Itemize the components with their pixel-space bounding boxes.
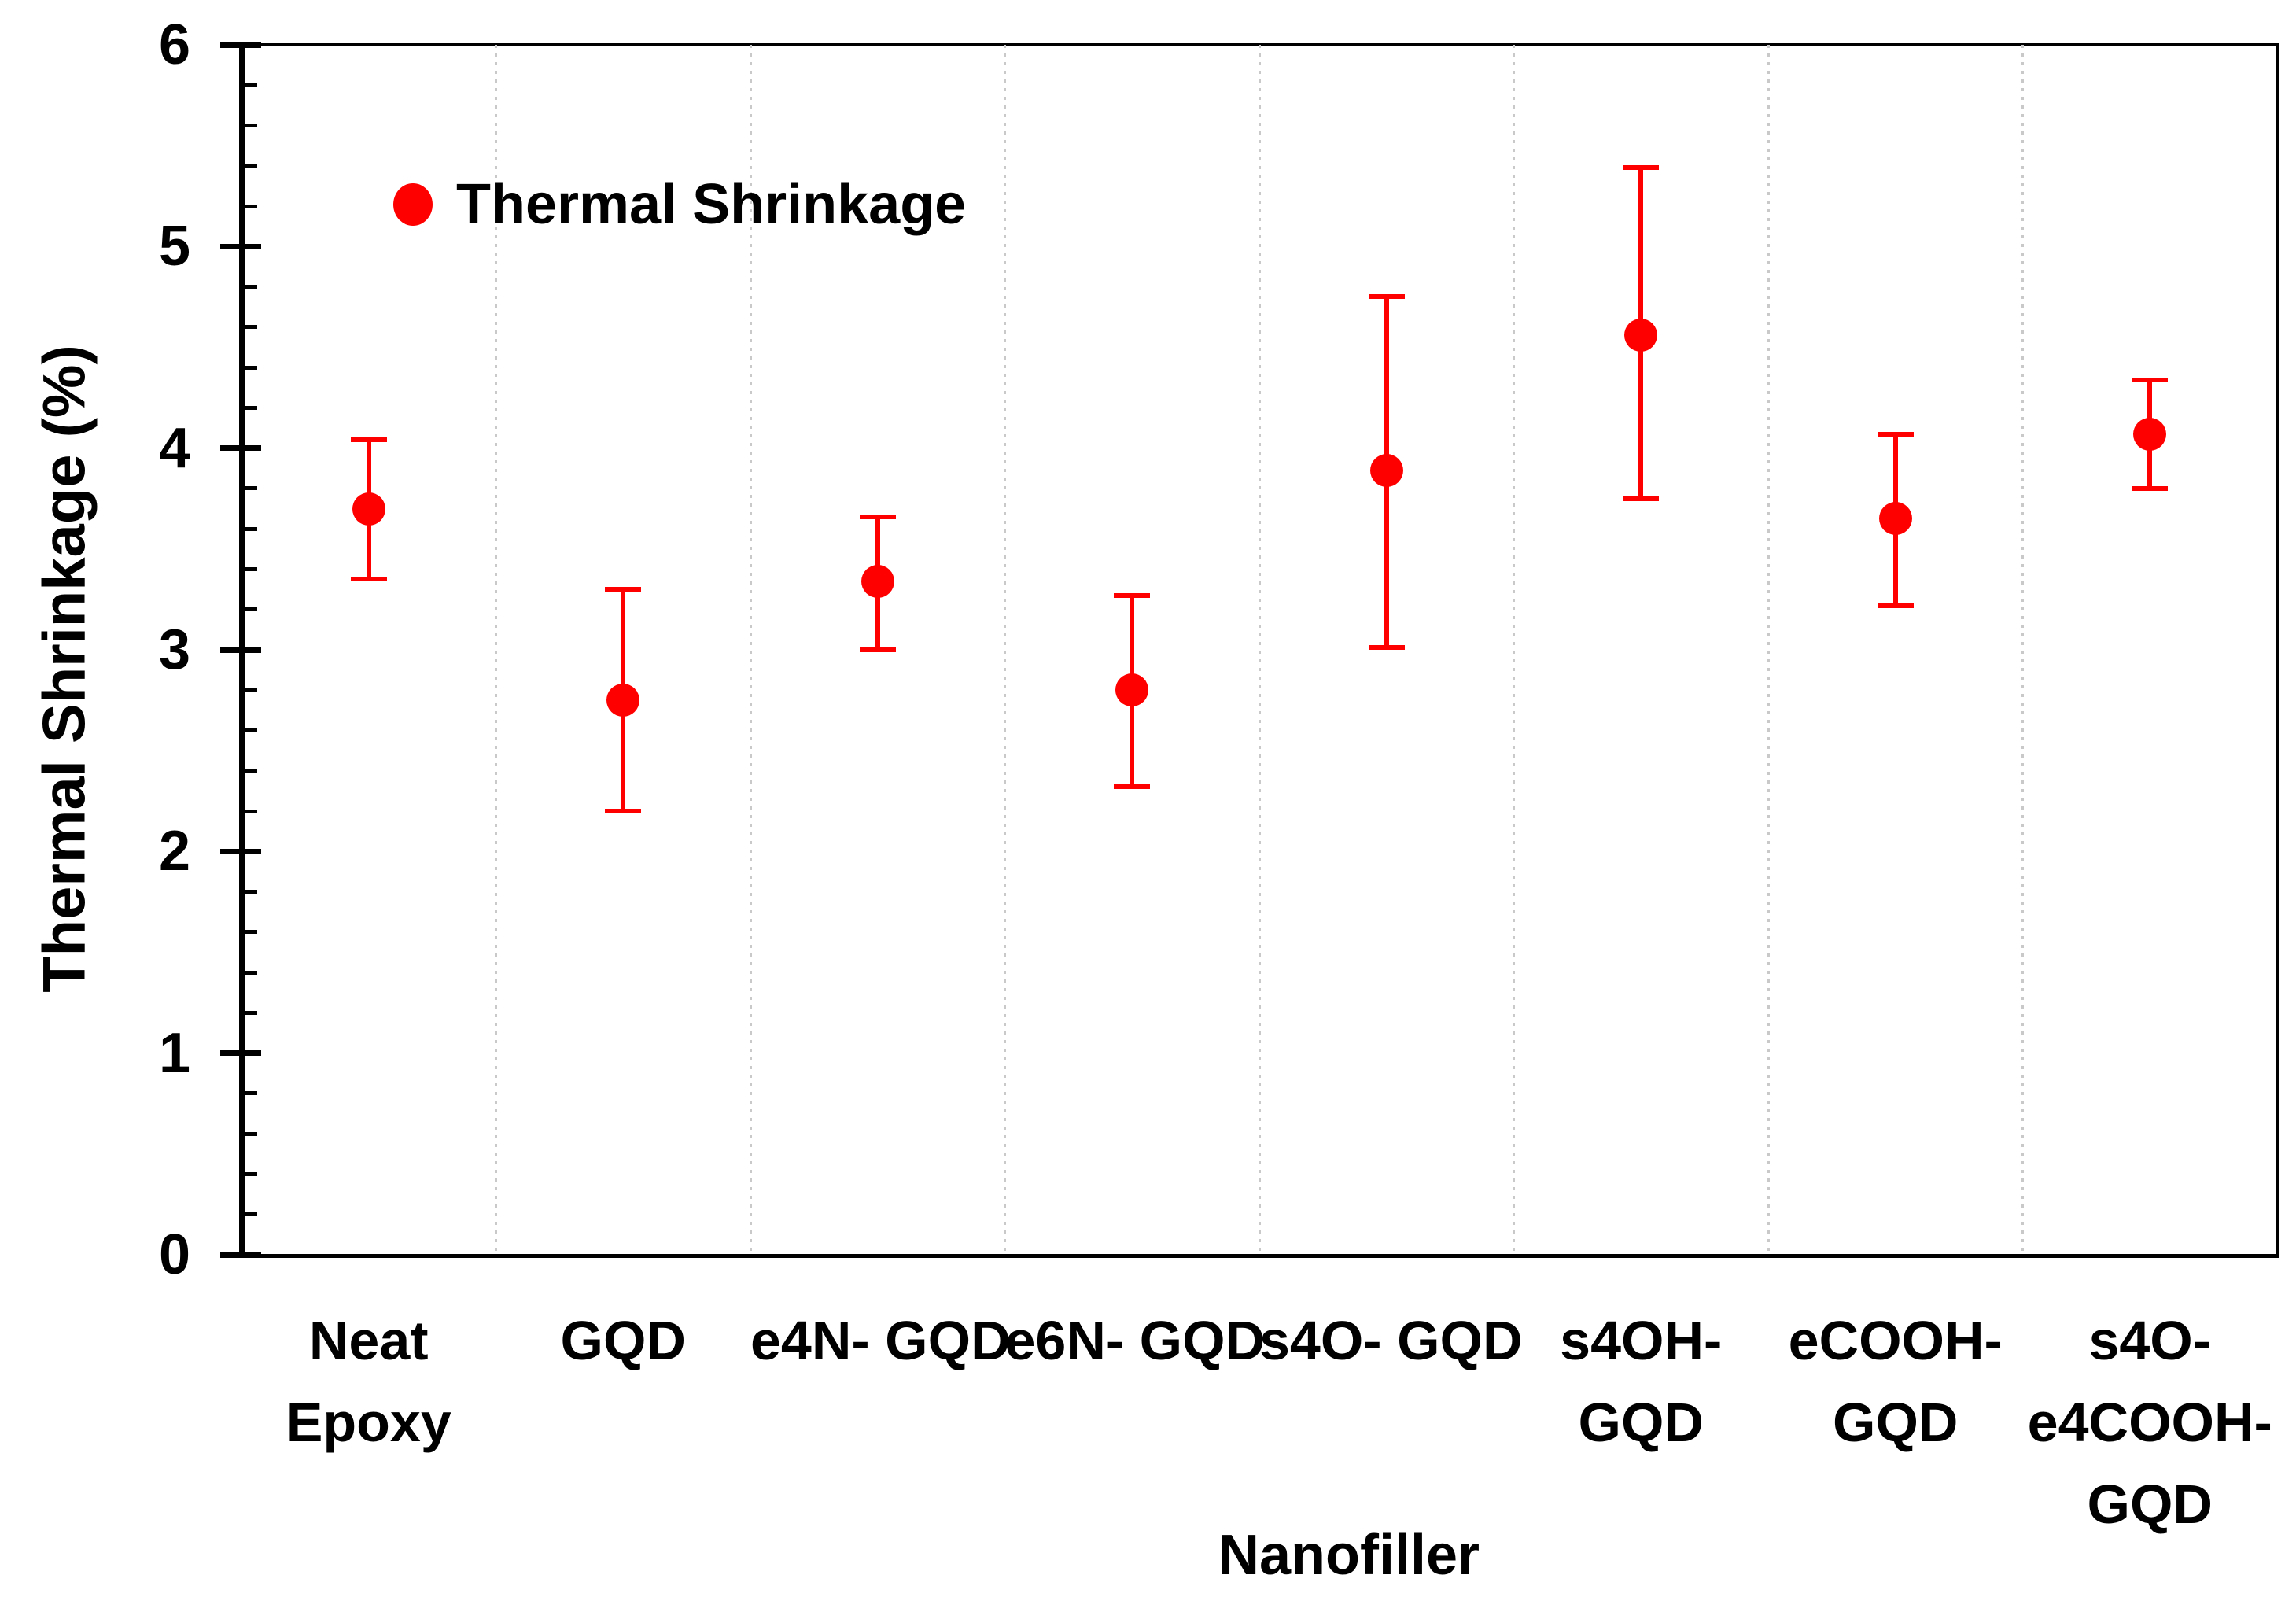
y-tick-label: 1 <box>158 1021 190 1085</box>
category-label: s4O- GQD <box>1259 1310 1523 1371</box>
data-point <box>352 492 385 526</box>
legend-label: Thermal Shrinkage <box>456 173 967 236</box>
error-bar-cap-top <box>859 514 896 519</box>
y-tick-label: 5 <box>158 215 190 278</box>
y-minor-tick <box>241 1091 257 1096</box>
y-minor-tick <box>241 566 257 571</box>
y-minor-tick <box>241 1171 257 1176</box>
error-bar-cap-bottom <box>1368 645 1405 651</box>
error-bar-cap-top <box>350 437 387 443</box>
y-tick-label: 3 <box>158 618 190 681</box>
category-label: eCOOH- GQD <box>1788 1310 2003 1453</box>
legend-marker-icon <box>393 183 433 226</box>
error-bar-cap-bottom <box>1114 784 1151 790</box>
category-label: Neat Epoxy <box>286 1310 451 1453</box>
y-tick-label: 0 <box>158 1223 190 1286</box>
error-bar-cap-bottom <box>350 577 387 582</box>
y-tick-label: 6 <box>158 13 190 76</box>
y-minor-tick <box>241 325 257 330</box>
category-label: e6N- GQD <box>1004 1310 1266 1371</box>
y-minor-tick <box>241 1131 257 1136</box>
y-minor-tick <box>241 769 257 773</box>
category-label: e4N- GQD <box>750 1310 1011 1371</box>
y-major-tick <box>220 243 261 249</box>
category-boundary-gridline <box>495 45 497 1255</box>
error-bar-cap-top <box>1623 165 1660 171</box>
y-minor-tick <box>241 1212 257 1217</box>
y-minor-tick <box>241 164 257 168</box>
y-minor-tick <box>241 607 257 612</box>
category-boundary-gridline <box>1767 45 1770 1255</box>
data-point <box>606 684 640 717</box>
y-tick-label: 2 <box>158 820 190 883</box>
error-bar-cap-top <box>1877 431 1914 437</box>
y-axis-title: Thermal Shrinkage (%) <box>31 345 98 993</box>
y-minor-tick <box>241 486 257 491</box>
category-boundary-gridline <box>749 45 752 1255</box>
category-boundary-gridline <box>1258 45 1261 1255</box>
data-point <box>2133 417 2167 451</box>
y-minor-tick <box>241 124 257 128</box>
error-bar-cap-top <box>2132 377 2169 382</box>
y-minor-tick <box>241 365 257 370</box>
y-minor-tick <box>241 930 257 935</box>
y-minor-tick <box>241 809 257 813</box>
y-minor-tick <box>241 526 257 531</box>
error-bar-cap-bottom <box>605 809 642 814</box>
y-minor-tick <box>241 970 257 975</box>
category-boundary-gridline <box>2021 45 2024 1255</box>
y-minor-tick <box>241 204 257 208</box>
data-point <box>1878 502 1912 536</box>
data-point <box>1624 319 1658 352</box>
data-point <box>1369 453 1403 487</box>
error-bar-cap-top <box>1114 592 1151 598</box>
category-label: s4O-e4COOH- GQD <box>2027 1310 2272 1535</box>
data-point <box>861 564 894 598</box>
y-minor-tick <box>241 728 257 733</box>
y-major-tick <box>220 1252 261 1258</box>
error-bar-cap-top <box>605 587 642 592</box>
y-minor-tick <box>241 890 257 894</box>
error-bar-cap-bottom <box>2132 485 2169 491</box>
category-boundary-gridline <box>1513 45 1515 1255</box>
error-bar-cap-bottom <box>1877 603 1914 608</box>
y-major-tick <box>220 647 261 653</box>
y-minor-tick <box>241 405 257 410</box>
data-point <box>1115 673 1149 707</box>
y-minor-tick <box>241 83 257 87</box>
category-label: GQD <box>560 1310 686 1371</box>
category-boundary-gridline <box>1004 45 1006 1255</box>
y-minor-tick <box>241 285 257 290</box>
error-bar-cap-bottom <box>1623 496 1660 501</box>
y-tick-label: 4 <box>158 416 190 480</box>
error-bar-cap-bottom <box>859 647 896 652</box>
y-major-tick <box>220 848 261 854</box>
y-minor-tick <box>241 688 257 692</box>
y-major-tick <box>220 42 261 48</box>
y-major-tick <box>220 445 261 452</box>
y-minor-tick <box>241 1010 257 1015</box>
y-major-tick <box>220 1050 261 1057</box>
legend: Thermal Shrinkage <box>393 172 966 238</box>
error-bar-cap-top <box>1368 294 1405 300</box>
x-axis-title: Nanofiller <box>1218 1524 1480 1587</box>
category-label: s4OH- GQD <box>1560 1310 1723 1453</box>
